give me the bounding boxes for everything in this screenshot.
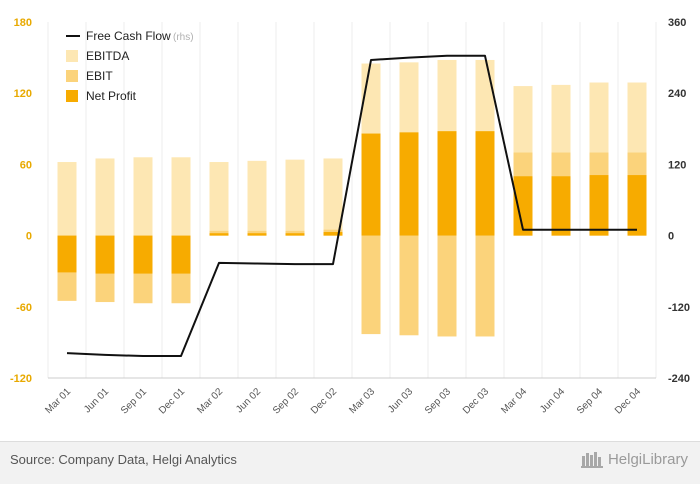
left-axis-ticks: -120 -60 0 60 120 180 <box>10 17 32 385</box>
bar-ebit <box>361 235 381 335</box>
bar-net-profit <box>95 235 115 274</box>
bar-net-profit <box>551 176 571 236</box>
bar-net-profit <box>209 233 229 236</box>
legend-swatch-net-profit <box>66 90 78 102</box>
bar-ebit <box>437 235 457 337</box>
bar-ebitda <box>285 159 305 236</box>
bar-net-profit <box>399 132 419 236</box>
x-axis-tick-label: Sep 01 <box>119 386 149 416</box>
bar-ebit <box>399 235 419 336</box>
right-axis-tick-label: -120 <box>668 302 690 314</box>
x-axis-tick-label: Sep 03 <box>423 386 453 416</box>
bar-net-profit <box>285 233 305 236</box>
line-series <box>66 54 637 357</box>
x-axis-tick-label: Jun 03 <box>386 386 415 415</box>
x-axis-tick-label: Jun 01 <box>82 386 111 415</box>
bar-net-profit <box>513 176 533 236</box>
right-axis-tick-label: 0 <box>668 231 674 243</box>
left-axis-tick-label: 180 <box>14 17 32 29</box>
bar-net-profit <box>57 235 77 273</box>
x-axis-tick-label: Mar 04 <box>499 386 529 416</box>
right-axis-tick-label: -240 <box>668 373 690 385</box>
left-axis-tick-label: -120 <box>10 373 32 385</box>
bar-net-profit <box>627 175 647 236</box>
x-axis-tick-label: Mar 01 <box>43 386 73 416</box>
x-axis-tick-label: Dec 02 <box>309 386 339 416</box>
x-axis-tick-label: Sep 02 <box>271 386 301 416</box>
bar-ebitda <box>133 157 153 236</box>
bar-net-profit <box>475 131 495 236</box>
footer: Source: Company Data, Helgi Analytics He… <box>0 441 700 484</box>
brand-logo[interactable]: HelgiLibrary <box>580 450 688 468</box>
bar-net-profit <box>589 175 609 236</box>
source-note: Source: Company Data, Helgi Analytics <box>10 452 237 467</box>
x-axis-ticks: Mar 01 Jun 01 Sep 01 Dec 01 Mar 02 Jun 02 Sep … <box>43 386 643 417</box>
legend: Free Cash Flow (rhs) EBITDA EBIT Net Pro… <box>66 29 194 103</box>
x-axis-tick-label: Dec 03 <box>461 386 491 416</box>
legend-swatch-ebit <box>66 70 78 82</box>
x-axis-tick-label: Sep 04 <box>575 386 605 416</box>
right-axis-tick-label: 360 <box>668 17 686 29</box>
brand-name: HelgiLibrary <box>607 450 688 468</box>
free-cash-flow-line <box>66 54 637 357</box>
bar-net-profit <box>133 235 153 274</box>
x-axis-tick-label: Mar 03 <box>347 386 377 416</box>
bar-net-profit <box>247 233 267 236</box>
x-axis-tick-label: Mar 02 <box>195 386 225 416</box>
x-axis-tick-label: Dec 01 <box>157 386 187 416</box>
bar-ebit <box>475 235 495 337</box>
left-axis-tick-label: 60 <box>20 159 32 171</box>
right-axis-ticks: -240 -120 0 120 240 360 <box>668 17 690 385</box>
legend-label-net-profit[interactable]: Net Profit <box>86 89 137 103</box>
library-icon <box>580 452 603 468</box>
chart: -120 -60 0 60 120 180 -240 -120 0 120 240 360 Mar … <box>10 17 690 417</box>
bar-ebitda <box>57 162 77 236</box>
right-axis-tick-label: 120 <box>668 159 686 171</box>
left-axis-tick-label: -60 <box>16 302 32 314</box>
bar-net-profit <box>171 235 191 274</box>
legend-swatch-ebitda <box>66 50 78 62</box>
left-axis-tick-label: 120 <box>14 88 32 100</box>
x-axis-tick-label: Jun 04 <box>538 386 567 415</box>
legend-rhs-label: (rhs) <box>173 32 194 43</box>
bar-ebitda <box>323 158 343 236</box>
bar-ebitda <box>209 162 229 236</box>
bar-ebitda <box>171 157 191 236</box>
grid-lines <box>47 22 657 379</box>
bar-net-profit <box>323 232 343 236</box>
legend-label-ebitda[interactable]: EBITDA <box>86 49 129 63</box>
bar-ebitda <box>247 160 267 236</box>
bars <box>57 59 647 337</box>
bar-net-profit <box>361 133 381 236</box>
right-axis-tick-label: 240 <box>668 88 686 100</box>
x-axis-tick-label: Dec 04 <box>613 386 643 416</box>
left-axis-tick-label: 0 <box>26 231 32 243</box>
x-axis-tick-label: Jun 02 <box>234 386 263 415</box>
legend-label-ebit[interactable]: EBIT <box>86 69 113 83</box>
legend-label-free-cash-flow[interactable]: Free Cash Flow <box>86 29 171 43</box>
bar-net-profit <box>437 131 457 236</box>
bar-ebitda <box>95 158 115 236</box>
